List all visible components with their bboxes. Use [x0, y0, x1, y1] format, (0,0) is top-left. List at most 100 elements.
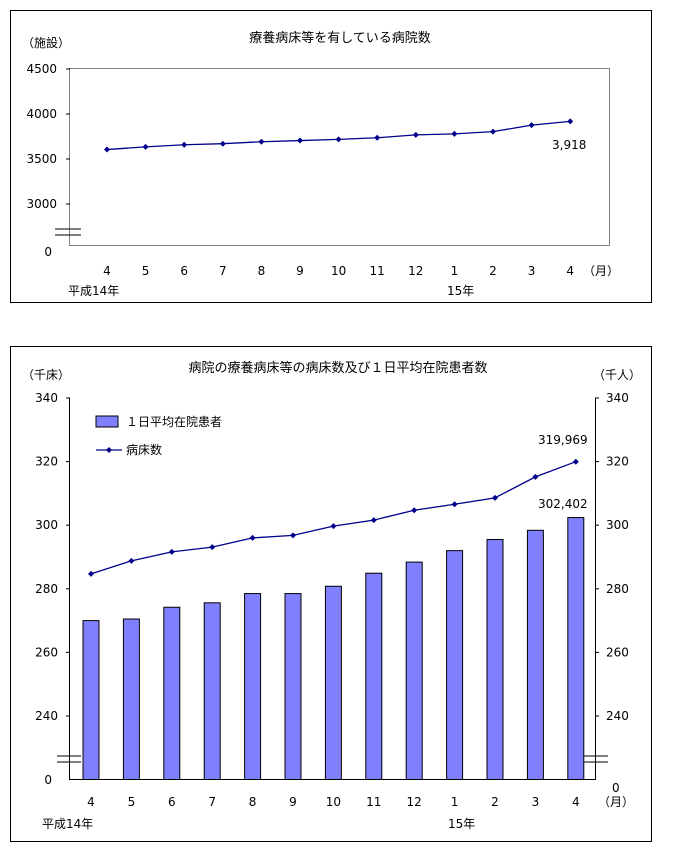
chart1-point: [335, 136, 342, 143]
chart2-y-right-unit: （千人）: [593, 368, 641, 382]
chart2-y-left-unit: （千床）: [22, 368, 70, 382]
chart2-y-left-zero-label: 0: [44, 773, 52, 787]
chart1-x-tick-label: 4: [103, 264, 111, 278]
chart2-point: [532, 473, 539, 480]
chart1-era-start: 平成14年: [68, 284, 119, 298]
chart2-x-tick-label: 5: [128, 795, 136, 809]
chart2-y-left-tick-label: 340: [35, 391, 58, 405]
chart1-point: [451, 130, 458, 137]
chart2-y-right-tick-label: 280: [606, 582, 629, 596]
chart2-y-left-tick-label: 320: [35, 455, 58, 469]
chart2-y-left-tick-label: 240: [35, 709, 58, 723]
chart2-axis-break-right: [584, 755, 608, 763]
chart2-y-left-tick-label: 260: [35, 645, 58, 659]
chart1-axis-break: [55, 228, 81, 236]
legend-swatch-marker: [106, 447, 112, 453]
chart1-x-tick-label: 1: [451, 264, 459, 278]
chart1-point: [528, 122, 535, 129]
chart2-bar: [284, 593, 302, 780]
chart2-point: [128, 557, 135, 564]
chart2-point: [572, 458, 579, 465]
chart2-bar: [446, 550, 464, 781]
chart2-point: [330, 523, 337, 530]
chart2-title: 病院の療養病床等の病床数及び１日平均在院患者数: [188, 360, 487, 376]
chart2-axis-break-left: [57, 755, 81, 763]
chart1-point: [567, 118, 574, 125]
chart2-x-tick-label: 4: [572, 795, 580, 809]
chart2-bar: [82, 620, 100, 780]
chart1-y-zero-label: 0: [44, 245, 52, 259]
chart1-point: [258, 138, 265, 145]
chart2-point: [411, 507, 418, 514]
chart1-x-tick-label: 9: [296, 264, 304, 278]
chart2-y-left-tick-label: 280: [35, 582, 58, 596]
chart2-legend: １日平均在院患者 病床数: [95, 415, 222, 457]
chart2-y-right-zero-label: 0: [612, 781, 620, 795]
chart2-y-right-tick-label: 300: [606, 518, 629, 532]
chart2-y-right-tick-label: 320: [606, 455, 629, 469]
chart2-bar: [405, 561, 423, 781]
chart1-frame: [10, 10, 652, 303]
chart2-x-tick-label: 7: [208, 795, 216, 809]
chart2-era-newyear: 15年: [448, 817, 475, 831]
chart2-line-last-value-label: 319,969: [538, 433, 588, 447]
legend-swatch-bar: [95, 415, 119, 428]
chart2-x-unit: （月）: [598, 795, 634, 809]
chart1-y-tick-label: 4500: [26, 62, 57, 76]
chart1-x-tick-label: 8: [258, 264, 266, 278]
chart2-point: [370, 517, 377, 524]
chart1-x-unit: （月）: [583, 264, 619, 278]
chart1-y-unit: （施設）: [22, 35, 70, 50]
chart1-plot-area: [69, 68, 610, 246]
chart2-point: [209, 544, 216, 551]
chart2-y-right-tick-label: 340: [606, 391, 629, 405]
legend-label-line: 病床数: [126, 442, 162, 457]
chart2-x-tick-label: 12: [407, 795, 422, 809]
chart2-era-start: 平成14年: [42, 817, 93, 831]
chart2-point: [492, 494, 498, 501]
chart2-x-tick-label: 8: [249, 795, 257, 809]
chart2-bar: [365, 572, 383, 781]
chart2-point: [451, 501, 458, 508]
chart2-x-tick-label: 4: [87, 795, 95, 809]
chart1-y-tick-label: 3500: [26, 152, 57, 166]
chart1-point: [374, 134, 381, 141]
chart1-point: [104, 146, 110, 153]
chart2-bar-last-value-label: 302,402: [538, 497, 588, 511]
chart2-x-tick-label: 2: [491, 795, 499, 809]
chart2-y-left-tick-label: 300: [35, 518, 58, 532]
chart1-point: [490, 128, 496, 135]
chart2-y-right-tick-label: 260: [606, 645, 629, 659]
chart1-last-value-label: 3,918: [552, 138, 586, 152]
chart2-point: [168, 548, 175, 555]
chart1-x-tick-label: 5: [142, 264, 150, 278]
chart2-bar: [203, 602, 221, 780]
chart1-point: [219, 140, 226, 147]
chart1-point: [181, 141, 188, 148]
chart2-x-tick-label: 1: [451, 795, 459, 809]
chart2-point: [249, 534, 256, 541]
chart2-x-tick-label: 11: [366, 795, 381, 809]
chart1-y-tick-label: 4000: [26, 107, 57, 121]
chart1-era-newyear: 15年: [447, 284, 474, 298]
chart1-x-tick-label: 2: [489, 264, 497, 278]
chart2-bar: [122, 618, 140, 781]
chart2-bar: [244, 593, 262, 780]
chart1-x-tick-label: 6: [180, 264, 188, 278]
chart1-x-tick-label: 3: [528, 264, 536, 278]
chart2-y-right-tick-label: 240: [606, 709, 629, 723]
chart2-point: [290, 532, 296, 539]
chart1-x-tick-label: 12: [408, 264, 423, 278]
chart2-bar: [526, 529, 544, 781]
legend-label-bar: １日平均在院患者: [126, 415, 222, 429]
chart2-bar: [567, 517, 585, 780]
chart1-point: [412, 131, 419, 138]
chart2-x-tick-label: 3: [532, 795, 540, 809]
chart1-x-tick-label: 4: [566, 264, 574, 278]
chart1-y-tick-label: 3000: [26, 197, 57, 211]
chart2-bar: [486, 539, 504, 781]
chart2-x-tick-label: 10: [326, 795, 341, 809]
chart2-bar: [324, 585, 342, 780]
chart1-x-tick-label: 10: [331, 264, 346, 278]
